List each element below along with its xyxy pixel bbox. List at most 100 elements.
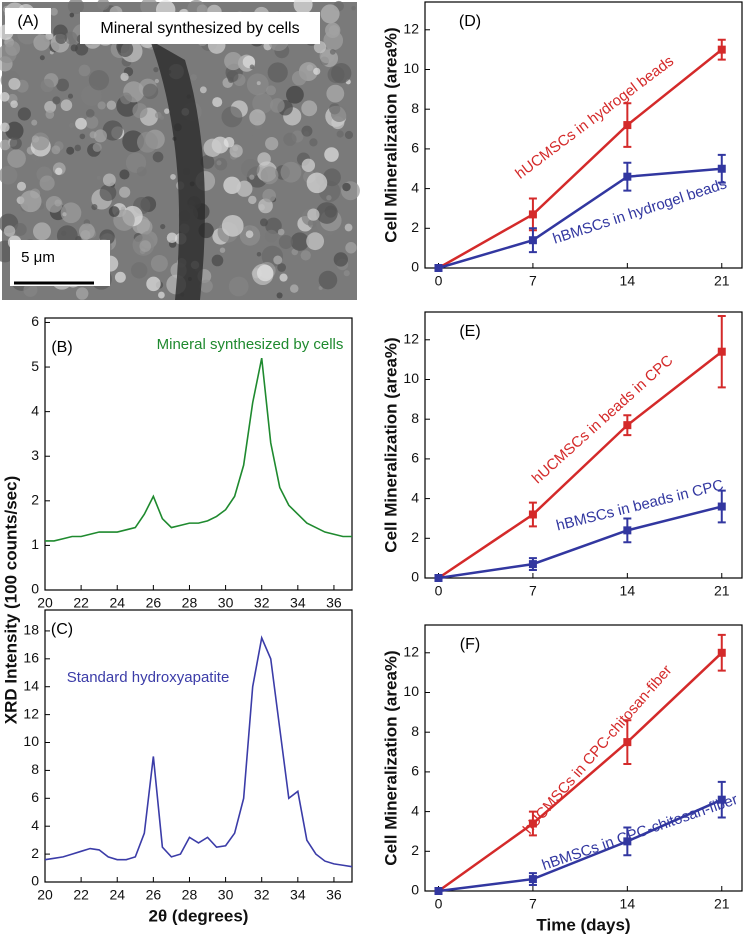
sem-grain bbox=[291, 248, 299, 256]
sem-grain bbox=[293, 0, 313, 15]
sem-grain bbox=[249, 109, 266, 126]
sem-grain bbox=[262, 188, 276, 203]
sem-grain bbox=[137, 131, 158, 153]
sem-grain bbox=[8, 77, 21, 90]
sem-grain bbox=[277, 263, 287, 272]
sem-grain bbox=[278, 234, 293, 250]
sem-grain bbox=[248, 195, 257, 205]
marker bbox=[717, 45, 726, 54]
sem-grain bbox=[306, 232, 325, 251]
y-tick-label: 0 bbox=[31, 581, 39, 597]
y-tick-label: 2 bbox=[31, 845, 39, 861]
sem-grain bbox=[229, 144, 243, 158]
sem-grain bbox=[199, 86, 207, 94]
x-tick-label: 30 bbox=[218, 887, 234, 903]
sem-grain bbox=[51, 145, 61, 155]
marker bbox=[434, 887, 443, 895]
sem-grain bbox=[3, 225, 16, 237]
sem-grain bbox=[10, 100, 18, 108]
sem-grain bbox=[69, 12, 75, 18]
sem-grain bbox=[159, 115, 165, 120]
x-tick-label: 14 bbox=[620, 583, 636, 599]
series-label: hUCMSCs in hydrogel beads bbox=[512, 53, 677, 183]
x-tick-label: 32 bbox=[254, 887, 270, 903]
marker bbox=[528, 560, 537, 569]
sem-grain bbox=[166, 232, 178, 243]
sem-grain bbox=[0, 139, 11, 151]
sem-caption: Mineral synthesized by cells bbox=[100, 20, 299, 37]
sem-image bbox=[0, 0, 360, 300]
sem-grain bbox=[226, 70, 239, 83]
y-tick-label: 6 bbox=[411, 140, 419, 156]
sem-grain bbox=[342, 182, 351, 192]
panel-label: (A) bbox=[17, 13, 38, 30]
marker bbox=[623, 526, 632, 535]
sem-grain bbox=[67, 93, 74, 99]
sem-grain bbox=[276, 292, 283, 299]
sem-grain bbox=[251, 122, 270, 141]
x-tick-label: 20 bbox=[37, 595, 53, 611]
sem-grain bbox=[160, 223, 166, 230]
sem-grain bbox=[291, 70, 307, 86]
y-tick-label: 5 bbox=[31, 358, 39, 374]
sem-grain bbox=[120, 72, 129, 82]
sem-grain bbox=[154, 78, 160, 84]
x-tick-label: 34 bbox=[290, 887, 306, 903]
sem-grain bbox=[256, 264, 274, 282]
sem-grain bbox=[279, 273, 288, 282]
x-tick-label: 21 bbox=[714, 583, 730, 599]
x-tick-label: 14 bbox=[620, 273, 636, 289]
sem-grain bbox=[23, 282, 38, 297]
sem-grain bbox=[75, 42, 89, 56]
marker bbox=[528, 210, 537, 219]
sem-grain bbox=[351, 5, 356, 11]
sem-grain bbox=[114, 271, 126, 283]
sem-grain bbox=[219, 247, 226, 253]
sem-grain bbox=[102, 120, 123, 141]
plot-frame bbox=[44, 317, 353, 591]
y-tick-label: 2 bbox=[31, 492, 39, 508]
sem-grain bbox=[56, 78, 69, 92]
y-axis-label: Cell Mineralization (area%) bbox=[381, 337, 400, 552]
sem-grain bbox=[224, 51, 243, 71]
marker bbox=[717, 347, 726, 356]
sem-grain bbox=[39, 55, 45, 61]
sem-grain bbox=[323, 168, 341, 187]
y-tick-label: 3 bbox=[31, 447, 39, 463]
sem-grain bbox=[158, 291, 165, 299]
sem-grain bbox=[102, 173, 116, 187]
y-tick-label: 10 bbox=[403, 60, 419, 76]
sem-grain bbox=[75, 117, 87, 130]
sem-grain bbox=[214, 157, 228, 171]
panel-label: (B) bbox=[51, 339, 72, 356]
y-tick-label: 16 bbox=[23, 650, 39, 666]
y-tick-label: 6 bbox=[31, 789, 39, 805]
x-tick-label: 30 bbox=[218, 595, 234, 611]
y-axis-label: XRD Intensity (100 counts/sec) bbox=[1, 476, 20, 724]
marker bbox=[623, 738, 632, 747]
sem-grain bbox=[96, 175, 101, 180]
sem-grain bbox=[267, 62, 288, 83]
sem-grain bbox=[300, 250, 311, 261]
sem-grain bbox=[259, 218, 268, 227]
sem-grain bbox=[31, 135, 40, 143]
sem-grain bbox=[132, 234, 155, 256]
sem-grain bbox=[7, 149, 26, 168]
x-tick-label: 24 bbox=[109, 595, 125, 611]
sem-grain bbox=[119, 186, 131, 198]
sem-grain bbox=[5, 121, 24, 140]
sem-grain bbox=[92, 142, 102, 152]
sem-grain bbox=[331, 62, 352, 84]
sem-grain bbox=[97, 0, 110, 11]
sem-grain bbox=[306, 172, 328, 194]
sem-grain bbox=[301, 125, 313, 137]
y-axis-label: Cell Mineralization (area%) bbox=[381, 27, 400, 242]
sem-grain bbox=[97, 101, 106, 110]
marker bbox=[528, 819, 537, 828]
sem-grain bbox=[119, 169, 130, 180]
sem-grain bbox=[5, 41, 21, 56]
sem-grain bbox=[93, 129, 107, 143]
sem-grain bbox=[333, 252, 348, 267]
plot-frame bbox=[424, 624, 743, 892]
sem-grain bbox=[44, 100, 57, 113]
